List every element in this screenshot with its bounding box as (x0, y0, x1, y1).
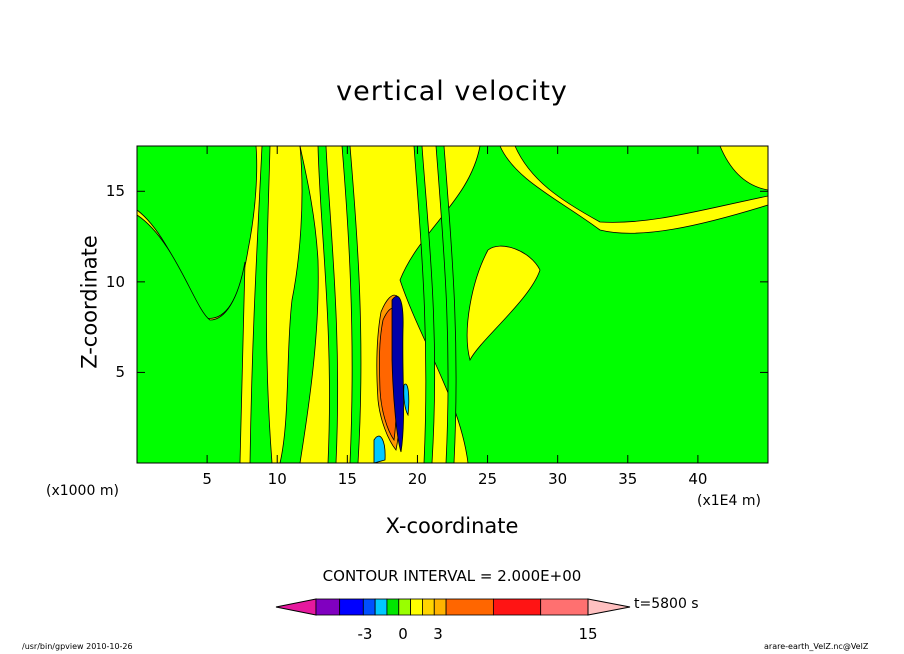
x-unit-right: (x1E4 m) (697, 493, 761, 509)
y-tick-label: 10 (105, 272, 125, 291)
contour-region-9 (466, 245, 541, 362)
colorbar-box-5 (398, 598, 412, 616)
contour-region-15 (403, 383, 410, 417)
y-axis-label: Z-coordinate (77, 235, 102, 369)
colorbar-box-0 (315, 598, 341, 616)
colorbar-box-7 (422, 598, 435, 616)
colorbar-box-11 (540, 598, 589, 616)
contour-region-1 (136, 214, 246, 464)
colorbar-label: 0 (398, 625, 408, 643)
colorbar-box-2 (362, 598, 376, 616)
colorbar-label: 3 (433, 625, 443, 643)
colorbar-box-9 (445, 598, 494, 616)
colorbar-box-10 (492, 598, 542, 616)
x-tick-label: 30 (548, 470, 568, 488)
contour-field (136, 145, 769, 464)
footer-program: /usr/bin/gpview 2010-10-26 (22, 642, 133, 651)
x-tick-label: 40 (688, 470, 708, 488)
colorbar-arrow-high (587, 598, 631, 616)
contour-region-13 (391, 295, 404, 453)
plot-frame (136, 145, 769, 464)
x-axis-label: X-coordinate (385, 514, 519, 538)
chart-title: vertical velocity (336, 76, 568, 107)
colorbar-box-1 (339, 598, 364, 616)
colorbar-box-4 (386, 598, 400, 616)
time-label: t=5800 s (634, 596, 699, 612)
x-tick-label: 20 (407, 470, 427, 488)
colorbar-arrow-low (275, 598, 317, 616)
x-tick-label: 5 (202, 470, 212, 488)
axis-ticks (137, 146, 768, 463)
colorbar-label: 15 (578, 625, 598, 643)
x-tick-label: 15 (337, 470, 357, 488)
colorbar (275, 598, 631, 616)
contour-region-14 (373, 435, 386, 464)
contour-interval-label: CONTOUR INTERVAL = 2.000E+00 (322, 567, 582, 585)
x-tick-label: 10 (267, 470, 287, 488)
x-tick-label: 25 (478, 470, 498, 488)
colorbar-label: -3 (357, 625, 373, 643)
colorbar-box-6 (410, 598, 423, 616)
x-unit-left: (x1000 m) (46, 483, 119, 499)
footer-file: arare-earth_VelZ.nc@VelZ (764, 642, 869, 651)
x-tick-label: 35 (618, 470, 638, 488)
colorbar-box-3 (374, 598, 388, 616)
y-tick-label: 5 (115, 363, 125, 382)
y-tick-label: 15 (105, 182, 125, 201)
colorbar-box-8 (433, 598, 447, 616)
